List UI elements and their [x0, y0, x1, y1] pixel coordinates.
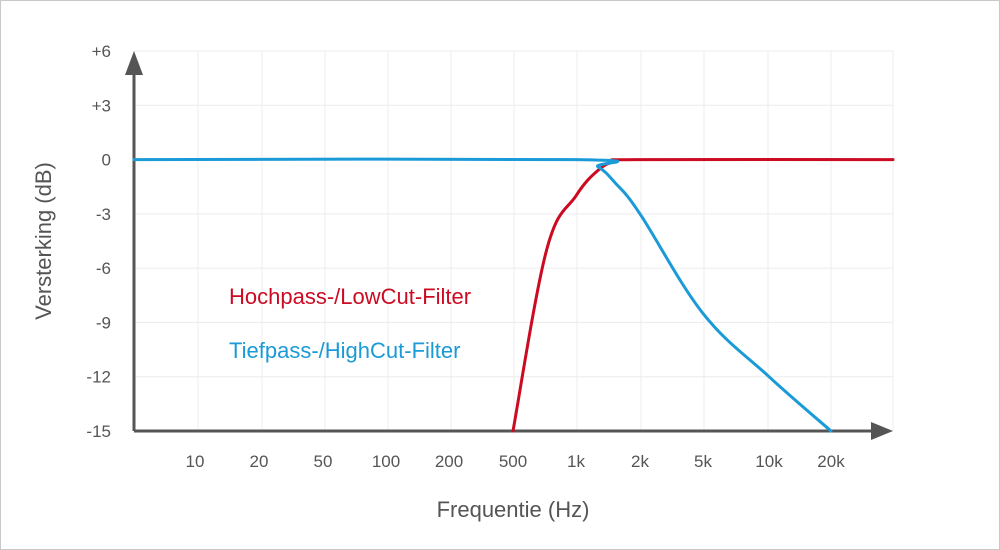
x-axis-arrow-icon: [871, 422, 893, 440]
x-tick-label: 10: [186, 452, 205, 471]
y-tick-label: -9: [96, 313, 111, 332]
x-tick-label: 20k: [817, 452, 845, 471]
y-tick-label: -12: [86, 368, 111, 387]
axes: [125, 51, 893, 440]
x-tick-label: 5k: [694, 452, 712, 471]
y-tick-label: +3: [92, 96, 111, 115]
tick-labels: +6 +3 0 -3 -6 -9 -12 -15 10 20 50 100 200 500 1k 2k 5k 10…: [86, 42, 845, 471]
x-tick-label: 20: [250, 452, 269, 471]
x-tick-label: 200: [435, 452, 463, 471]
series-lines: [132, 157, 895, 433]
legend-lowpass: Tiefpass-/HighCut-Filter: [229, 338, 460, 363]
x-tick-label: 50: [314, 452, 333, 471]
y-tick-label: -3: [96, 205, 111, 224]
legend-highpass: Hochpass-/LowCut-Filter: [229, 284, 471, 309]
x-tick-label: 100: [372, 452, 400, 471]
y-tick-label: -15: [86, 422, 111, 441]
y-tick-label: -6: [96, 259, 111, 278]
lowpass-series-line: [132, 157, 833, 433]
grid: [133, 50, 894, 432]
highpass-series-line: [511, 157, 895, 433]
x-tick-label: 2k: [631, 452, 649, 471]
x-tick-label: 1k: [567, 452, 585, 471]
y-tick-label: 0: [102, 151, 111, 170]
x-axis-label: Frequentie (Hz): [437, 497, 590, 522]
x-tick-label: 10k: [755, 452, 783, 471]
y-axis-label: Versterking (dB): [31, 162, 56, 320]
y-axis-arrow-icon: [125, 51, 143, 75]
y-tick-label: +6: [92, 42, 111, 61]
x-tick-label: 500: [499, 452, 527, 471]
